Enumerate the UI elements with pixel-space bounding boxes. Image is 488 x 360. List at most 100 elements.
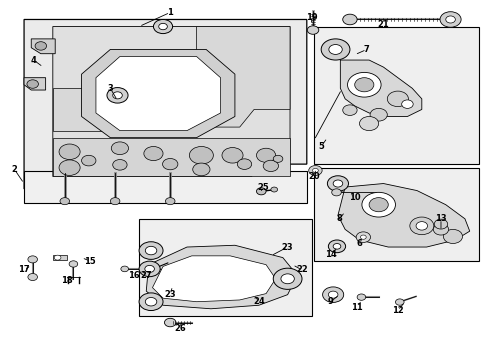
Circle shape [139, 261, 160, 277]
Circle shape [110, 198, 120, 205]
Polygon shape [53, 27, 289, 176]
Text: 10: 10 [348, 193, 360, 202]
Circle shape [322, 287, 343, 302]
Circle shape [159, 23, 167, 30]
Circle shape [237, 159, 251, 170]
Polygon shape [81, 49, 234, 138]
Circle shape [139, 293, 163, 311]
Polygon shape [24, 78, 45, 90]
Circle shape [27, 80, 39, 88]
Circle shape [28, 274, 38, 280]
Polygon shape [337, 184, 469, 247]
Text: 8: 8 [336, 214, 342, 223]
Polygon shape [53, 88, 110, 131]
Circle shape [143, 147, 163, 161]
Text: 23: 23 [281, 243, 293, 252]
Circle shape [368, 198, 387, 212]
Circle shape [342, 105, 356, 116]
Circle shape [321, 39, 349, 60]
Text: 11: 11 [350, 302, 362, 311]
Circle shape [395, 299, 403, 305]
Circle shape [165, 198, 175, 205]
Circle shape [162, 158, 178, 170]
Circle shape [59, 160, 80, 175]
Text: 20: 20 [307, 172, 319, 181]
Text: 2: 2 [12, 165, 18, 174]
Text: 12: 12 [391, 306, 403, 315]
Circle shape [107, 87, 128, 103]
Bar [24, 171, 306, 203]
Circle shape [145, 246, 157, 255]
Circle shape [354, 78, 373, 92]
Text: 6: 6 [356, 239, 362, 248]
Text: 16: 16 [128, 271, 140, 280]
Circle shape [433, 219, 447, 229]
Text: 27: 27 [140, 271, 152, 280]
Circle shape [153, 19, 172, 33]
Circle shape [60, 198, 69, 205]
Circle shape [164, 318, 176, 327]
Circle shape [270, 187, 277, 192]
Text: 22: 22 [296, 265, 307, 274]
Circle shape [328, 45, 342, 54]
Text: 3: 3 [107, 84, 113, 93]
Circle shape [112, 159, 127, 170]
Circle shape [360, 235, 366, 239]
Polygon shape [24, 19, 306, 189]
Circle shape [356, 294, 365, 300]
Circle shape [263, 160, 278, 171]
Bar [313, 27, 478, 164]
Circle shape [280, 274, 294, 284]
Text: 5: 5 [318, 142, 324, 151]
Circle shape [192, 163, 209, 176]
Polygon shape [196, 27, 289, 127]
Circle shape [256, 188, 265, 195]
Text: 14: 14 [324, 249, 336, 258]
Circle shape [59, 144, 80, 159]
Text: 7: 7 [363, 45, 369, 54]
Circle shape [308, 166, 322, 175]
Circle shape [409, 217, 433, 235]
Circle shape [145, 297, 157, 306]
Circle shape [28, 256, 38, 263]
Text: 4: 4 [31, 55, 37, 64]
Polygon shape [31, 39, 55, 54]
Circle shape [401, 100, 412, 108]
Circle shape [369, 108, 386, 121]
Text: 21: 21 [377, 20, 388, 29]
Circle shape [139, 242, 163, 259]
Circle shape [189, 147, 213, 164]
Circle shape [112, 92, 122, 99]
Text: 19: 19 [305, 13, 317, 22]
Text: 18: 18 [61, 276, 73, 285]
Text: 13: 13 [434, 214, 446, 223]
Circle shape [332, 243, 340, 249]
Bar [313, 168, 478, 261]
Circle shape [69, 261, 78, 267]
Bar [53, 255, 67, 260]
Circle shape [54, 255, 61, 260]
Circle shape [432, 224, 447, 235]
Text: 23: 23 [164, 290, 176, 299]
Circle shape [306, 26, 318, 34]
Circle shape [328, 291, 337, 298]
Circle shape [222, 148, 243, 163]
Polygon shape [152, 256, 275, 302]
Circle shape [359, 117, 378, 131]
Circle shape [355, 232, 370, 242]
Text: 25: 25 [257, 183, 269, 192]
Circle shape [256, 148, 275, 162]
Circle shape [443, 229, 462, 243]
Circle shape [386, 91, 407, 107]
Circle shape [111, 142, 128, 154]
Polygon shape [96, 57, 220, 131]
Circle shape [327, 176, 348, 191]
Circle shape [144, 265, 154, 273]
Circle shape [121, 266, 128, 272]
Circle shape [35, 42, 46, 50]
Circle shape [332, 180, 342, 187]
Text: 24: 24 [252, 297, 264, 306]
Text: 15: 15 [84, 257, 96, 266]
Text: 26: 26 [174, 324, 185, 333]
Circle shape [361, 192, 395, 217]
